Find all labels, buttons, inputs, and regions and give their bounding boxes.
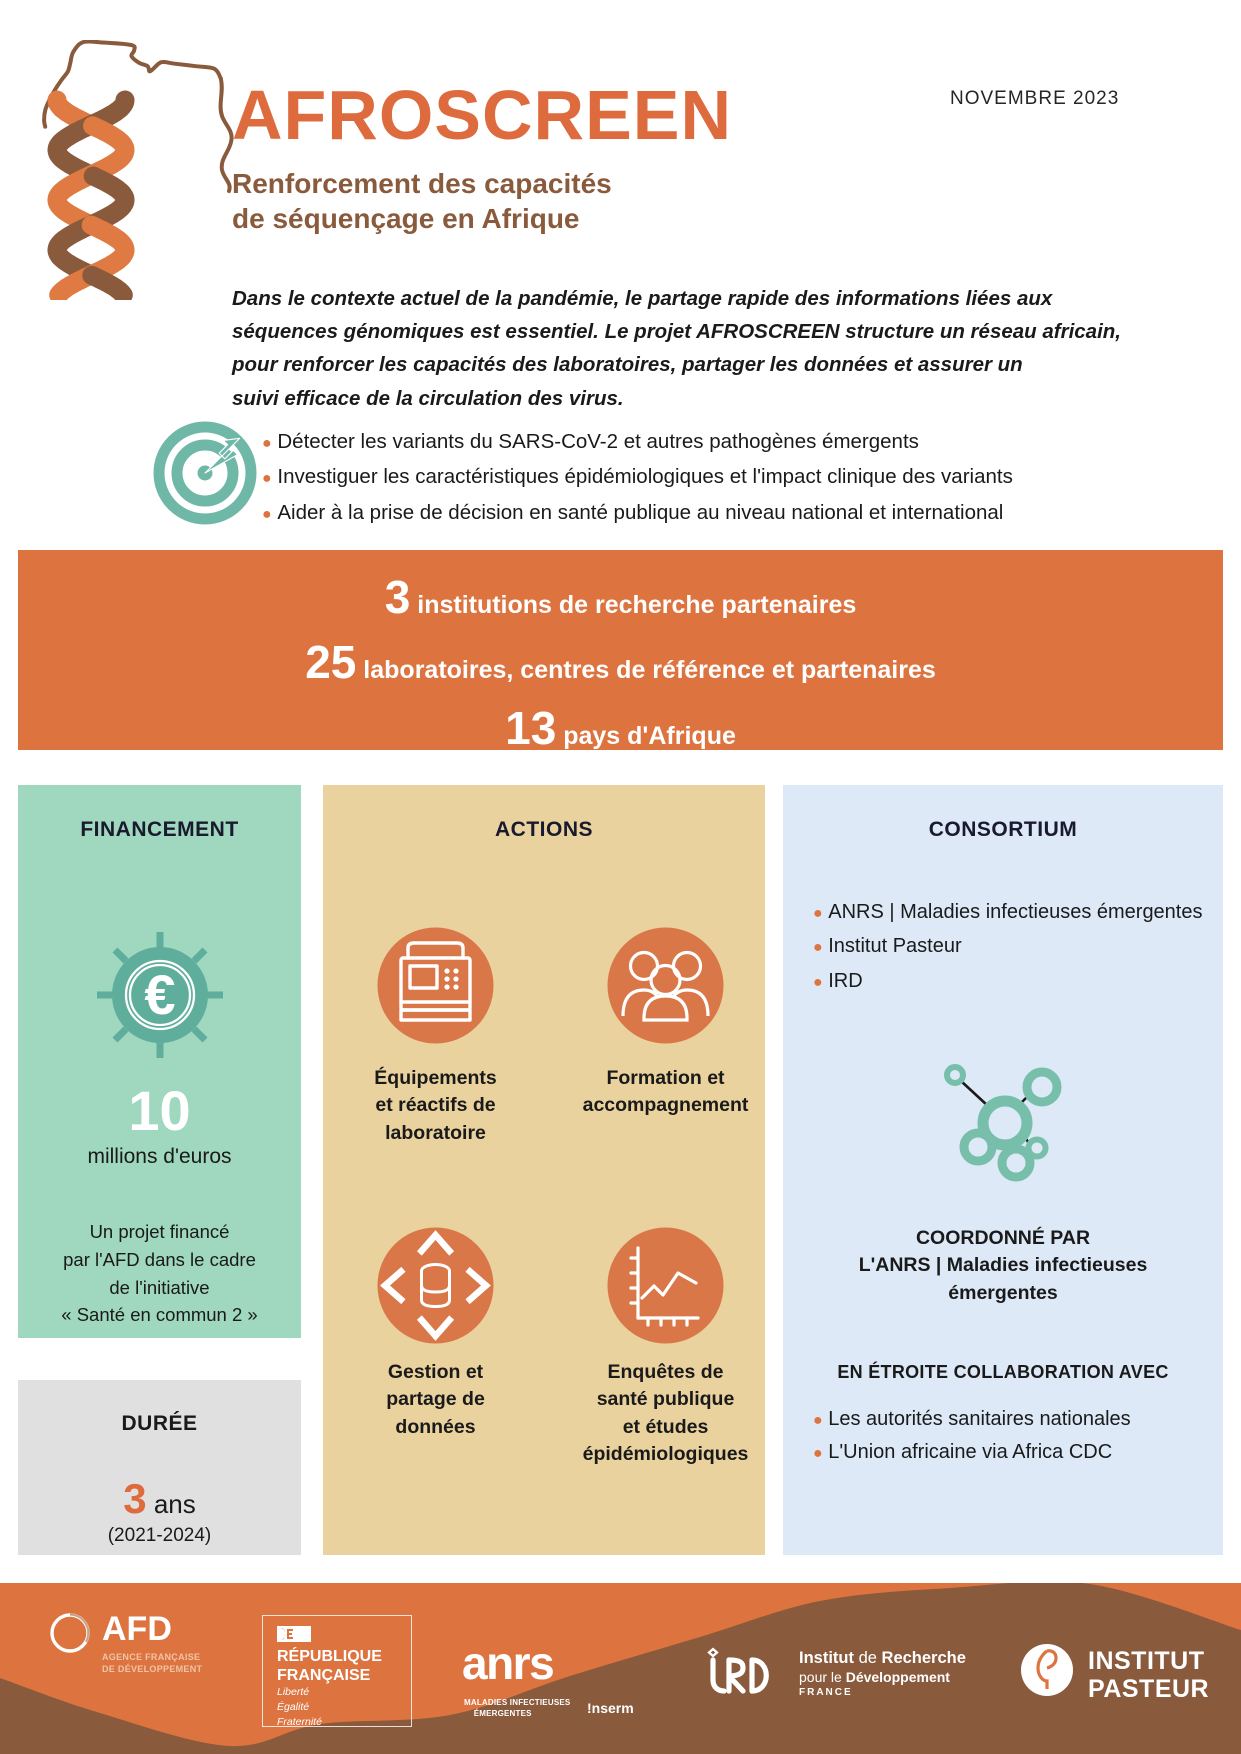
svg-text:€: € — [144, 963, 175, 1026]
